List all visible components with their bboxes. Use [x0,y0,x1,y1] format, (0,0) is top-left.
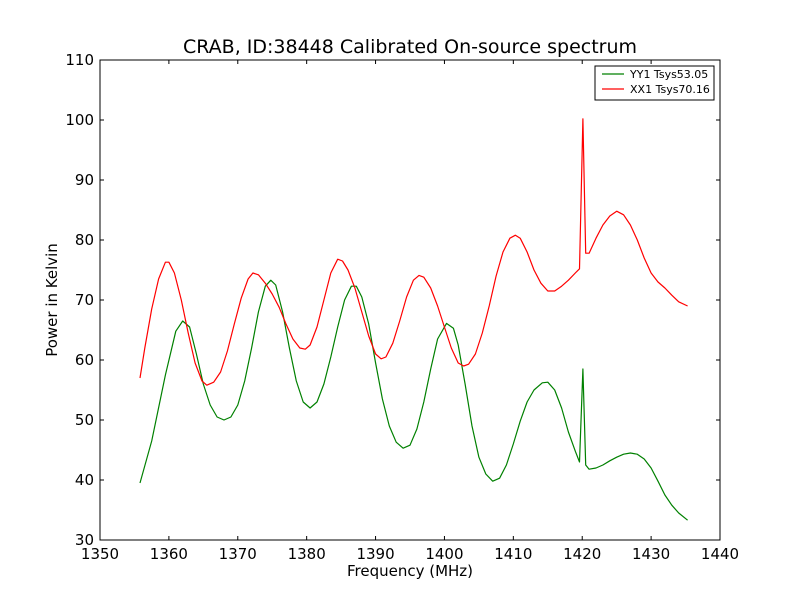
legend: YY1 Tsys53.05 XX1 Tsys70.16 [594,65,715,101]
x-tick-label: 1430 [632,545,670,563]
ticks-layer: 1350 1360 1370 1380 1390 1400 1410 1420 1430 1440… [65,51,739,563]
legend-label-yy1: YY1 Tsys53.05 [629,68,708,81]
y-tick-label: 30 [75,531,94,549]
x-tick-label: 1440 [701,545,739,563]
x-tick-label: 1380 [288,545,326,563]
y-tick-label: 50 [75,411,94,429]
x-tick-label: 1390 [356,545,394,563]
y-tick-label: 110 [65,51,94,69]
y-tick-label: 60 [75,351,94,369]
series-line-1 [139,118,688,386]
y-tick-label: 70 [75,291,94,309]
y-tick-label: 40 [75,471,94,489]
chart-title: CRAB, ID:38448 Calibrated On-source spec… [183,36,637,58]
x-axis-label: Frequency (MHz) [347,562,473,580]
x-tick-label: 1400 [425,545,463,563]
series-line-0 [139,279,688,521]
y-axis-label: Power in Kelvin [43,243,61,357]
y-tick-label: 100 [65,111,94,129]
series-layer [139,118,688,521]
y-tick-label: 80 [75,231,94,249]
x-tick-label: 1350 [81,545,119,563]
legend-box [594,65,715,101]
y-tick-label: 90 [75,171,94,189]
x-tick-label: 1360 [150,545,188,563]
x-tick-label: 1420 [563,545,601,563]
x-tick-label: 1410 [494,545,532,563]
legend-label-xx1: XX1 Tsys70.16 [630,83,710,96]
x-tick-label: 1370 [219,545,257,563]
